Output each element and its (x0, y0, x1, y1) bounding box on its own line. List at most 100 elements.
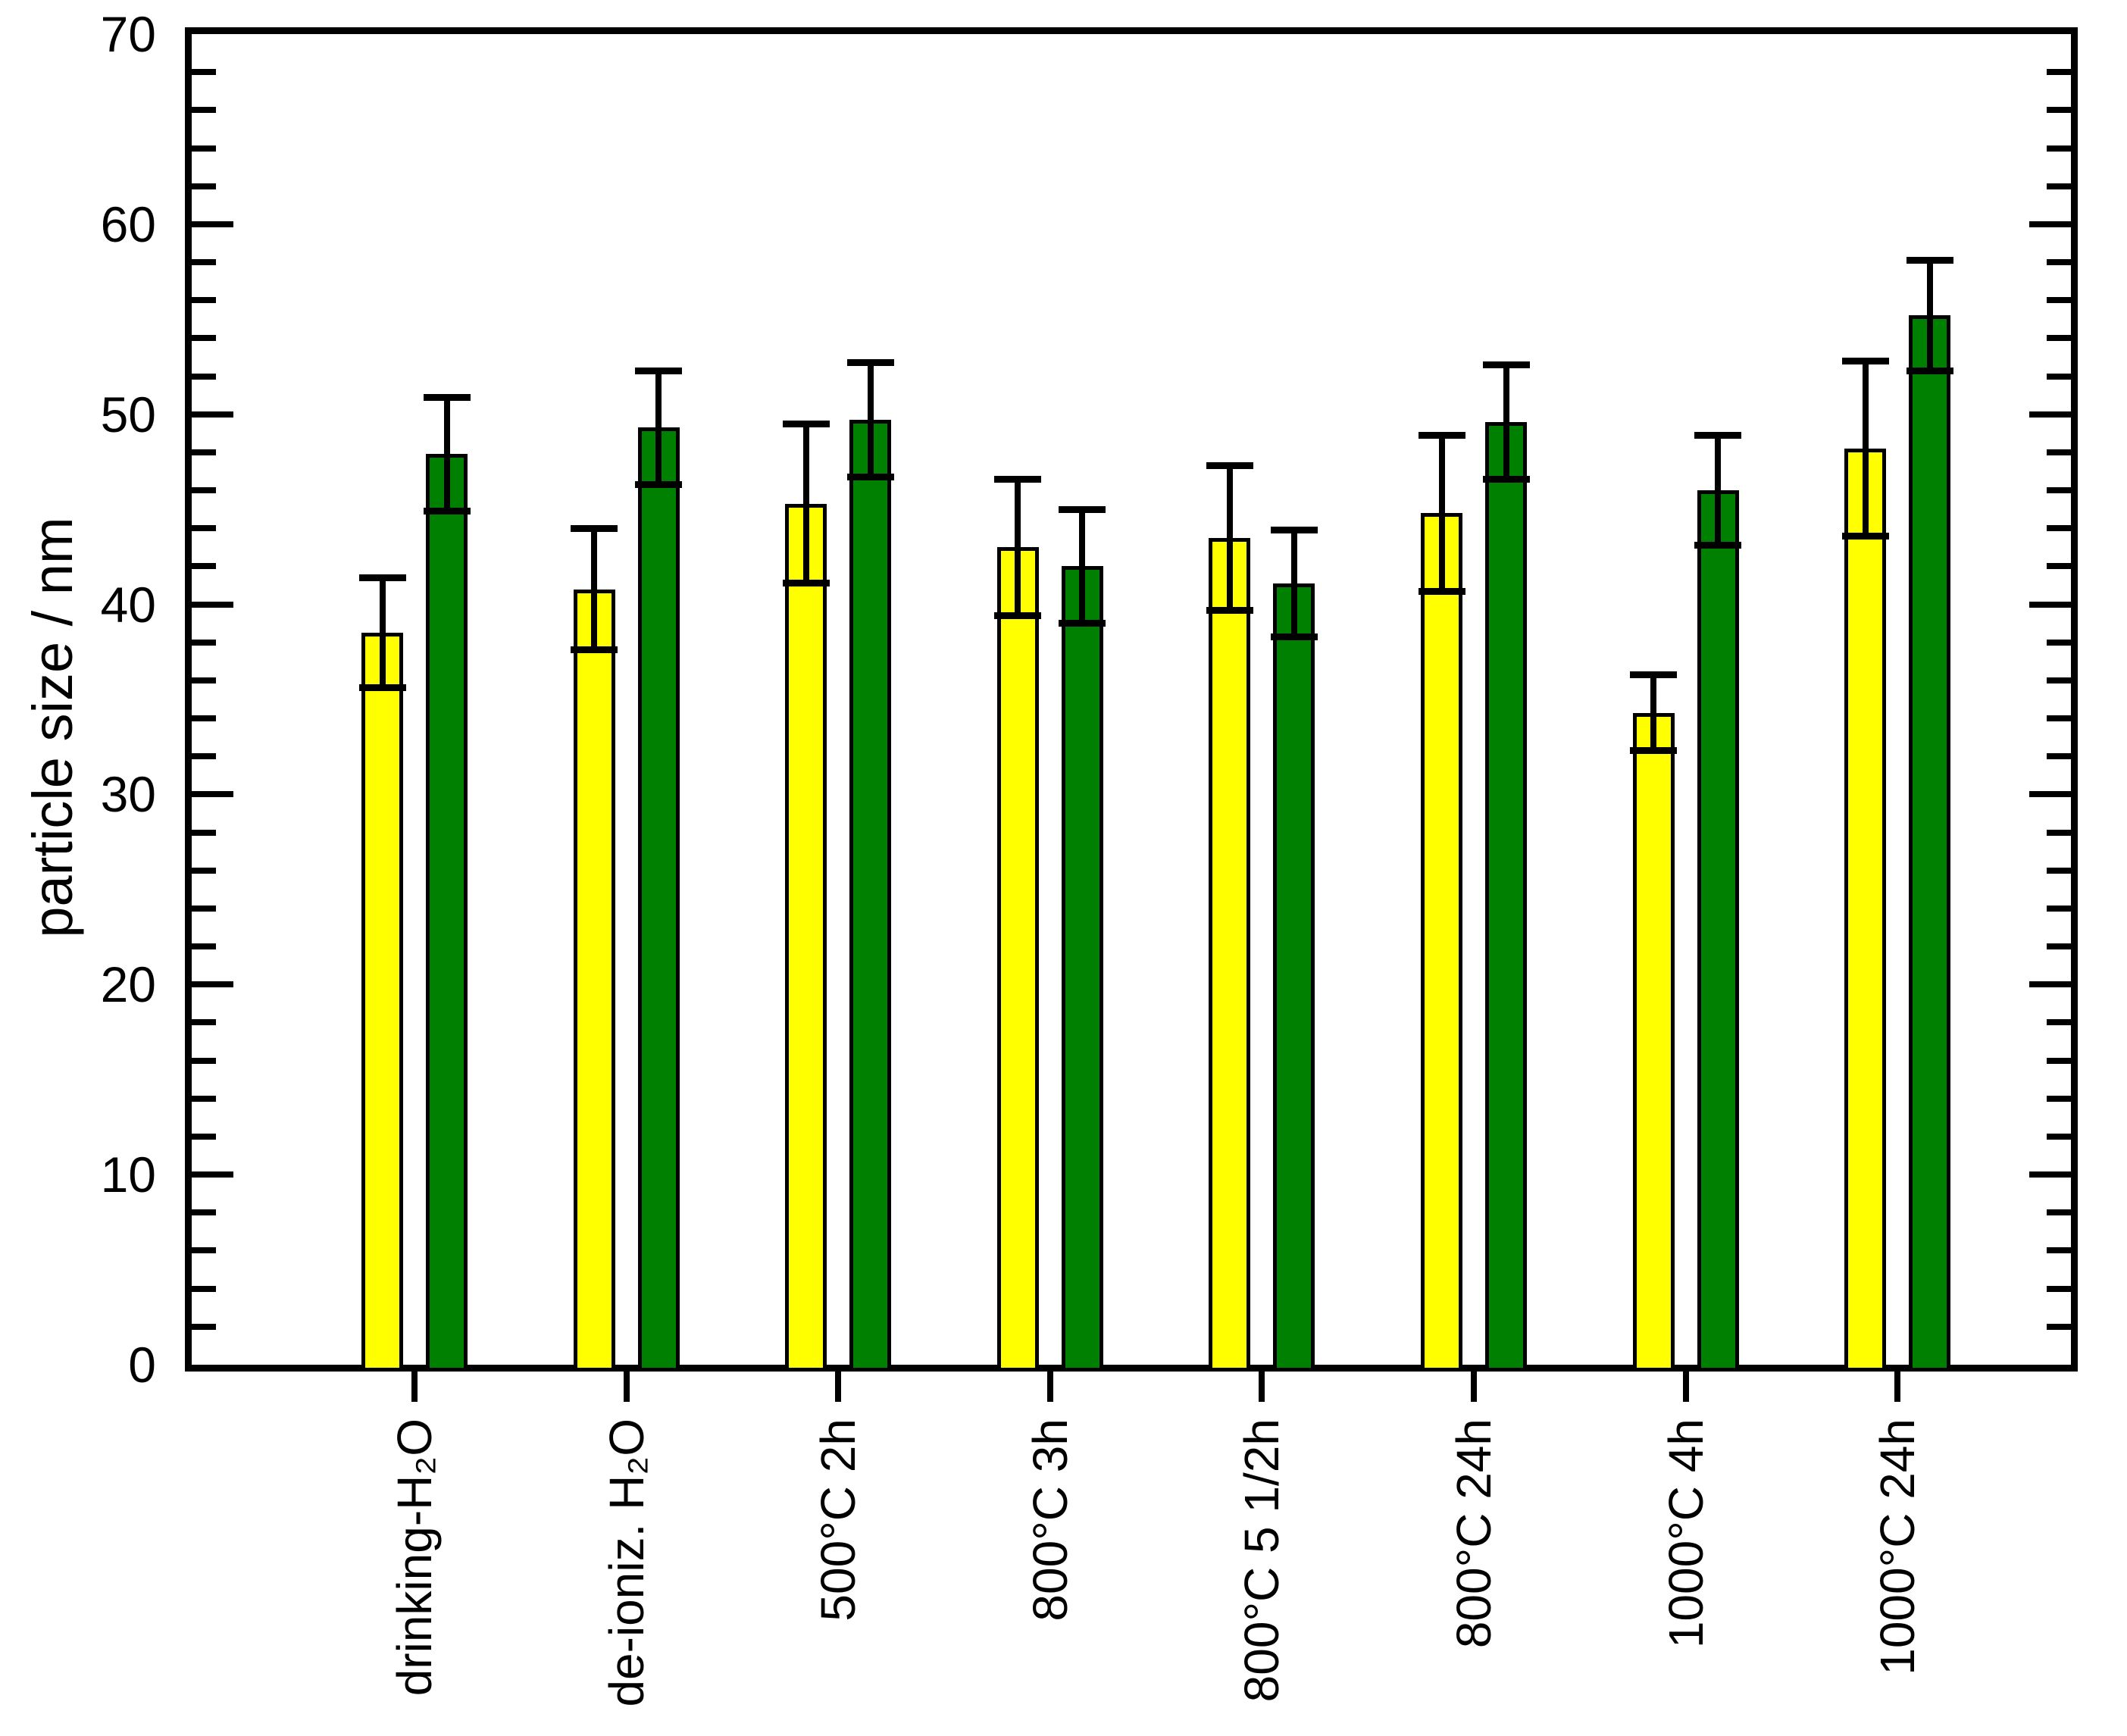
y-minor-tick (192, 487, 216, 494)
y-minor-tick (192, 563, 216, 570)
y-minor-tick (2047, 183, 2071, 189)
y-minor-tick (2047, 145, 2071, 152)
bar-yellow-4 (1209, 537, 1251, 1372)
y-tick-label: 20 (100, 956, 156, 1013)
y-minor-tick (192, 1247, 216, 1254)
y-minor-tick (2047, 487, 2071, 494)
y-minor-tick (2047, 259, 2071, 266)
y-tick-label: 50 (100, 386, 156, 443)
bar-green-5 (1485, 421, 1527, 1372)
y-minor-tick (2047, 677, 2071, 683)
y-minor-tick (2047, 1133, 2071, 1140)
y-minor-tick (2047, 107, 2071, 114)
x-category-label-text: 1000°C 4h (1658, 1419, 1713, 1649)
errorbar-cap-bottom-yellow-3 (994, 612, 1042, 620)
y-minor-tick (2047, 1095, 2071, 1102)
errorbar-cap-bottom-yellow-1 (571, 646, 618, 654)
y-tick-label: 10 (100, 1146, 156, 1203)
bar-yellow-0 (361, 633, 403, 1372)
errorbar-yellow-5 (1438, 435, 1445, 591)
y-minor-tick (192, 905, 216, 912)
errorbar-cap-top-yellow-5 (1418, 431, 1465, 439)
y-minor-tick (2047, 1323, 2071, 1330)
y-minor-tick (2047, 1209, 2071, 1216)
y-major-tick (192, 601, 233, 608)
errorbar-cap-bottom-green-2 (846, 473, 894, 480)
errorbar-cap-bottom-yellow-6 (1630, 747, 1678, 755)
y-minor-tick (192, 1019, 216, 1026)
y-minor-tick (192, 449, 216, 455)
bar-green-7 (1909, 315, 1951, 1372)
bar-yellow-2 (785, 503, 827, 1372)
x-category-tick (1471, 1372, 1477, 1402)
errorbar-green-2 (867, 362, 874, 477)
y-tick-label: 40 (100, 576, 156, 633)
errorbar-yellow-1 (591, 528, 598, 650)
errorbar-cap-top-green-0 (423, 393, 471, 401)
x-category-tick (1894, 1372, 1901, 1402)
y-minor-tick (192, 677, 216, 683)
y-minor-tick (192, 639, 216, 646)
errorbar-cap-top-green-5 (1482, 361, 1530, 368)
y-minor-tick (2047, 1285, 2071, 1292)
bar-green-3 (1061, 566, 1103, 1372)
y-minor-tick (192, 297, 216, 304)
y-major-tick (2029, 221, 2071, 227)
y-major-tick (2029, 981, 2071, 988)
errorbar-yellow-4 (1226, 465, 1233, 611)
y-major-tick (192, 1171, 233, 1178)
x-category-label-text: 800°C 3h (1022, 1419, 1078, 1622)
bar-yellow-3 (996, 547, 1039, 1372)
y-tick-label: 0 (128, 1337, 156, 1393)
errorbar-cap-top-yellow-4 (1206, 461, 1253, 469)
y-minor-tick (192, 525, 216, 532)
x-category-tick (411, 1372, 418, 1402)
errorbar-green-4 (1290, 530, 1297, 637)
errorbar-yellow-0 (379, 577, 386, 688)
x-category-tick (1046, 1372, 1053, 1402)
y-minor-tick (2047, 297, 2071, 304)
y-minor-tick (2047, 753, 2071, 760)
errorbar-cap-bottom-green-0 (423, 508, 471, 515)
errorbar-cap-bottom-green-1 (635, 481, 683, 489)
x-category-label-text: 800°C 5 1/2h (1234, 1419, 1290, 1703)
y-minor-tick (192, 373, 216, 380)
y-minor-tick (192, 335, 216, 342)
y-minor-tick (192, 753, 216, 760)
errorbar-cap-top-yellow-3 (994, 475, 1042, 483)
plot-area (185, 27, 2078, 1372)
y-minor-tick (2047, 905, 2071, 912)
errorbar-green-3 (1079, 509, 1086, 624)
y-major-tick (192, 221, 233, 227)
y-tick-label: 60 (100, 195, 156, 252)
errorbar-cap-top-green-4 (1270, 527, 1318, 534)
y-minor-tick (192, 1133, 216, 1140)
x-category-label-text: 500°C 2h (811, 1419, 866, 1622)
x-category-tick (835, 1372, 842, 1402)
bar-green-2 (849, 420, 892, 1372)
y-minor-tick (192, 1095, 216, 1102)
errorbar-cap-bottom-green-6 (1694, 542, 1742, 549)
x-category-label-text: de-ioniz. H₂O (599, 1419, 654, 1707)
errorbar-green-5 (1503, 364, 1509, 479)
y-major-tick (2029, 1171, 2071, 1178)
y-minor-tick (2047, 525, 2071, 532)
y-minor-tick (192, 1323, 216, 1330)
errorbar-green-6 (1715, 435, 1722, 546)
x-category-label-text: drinking-H₂O (387, 1419, 442, 1697)
y-minor-tick (192, 1285, 216, 1292)
errorbar-green-0 (443, 397, 450, 511)
errorbar-green-1 (655, 371, 662, 485)
y-minor-tick (2047, 943, 2071, 950)
y-tick-label: 70 (100, 6, 156, 62)
y-minor-tick (2047, 563, 2071, 570)
x-category-label-text: 1000°C 24h (1870, 1419, 1925, 1675)
bar-green-1 (637, 427, 680, 1372)
y-minor-tick (192, 259, 216, 266)
errorbar-cap-top-yellow-1 (571, 524, 618, 532)
y-minor-tick (192, 107, 216, 114)
y-minor-tick (2047, 373, 2071, 380)
y-minor-tick (2047, 449, 2071, 455)
y-minor-tick (192, 69, 216, 76)
